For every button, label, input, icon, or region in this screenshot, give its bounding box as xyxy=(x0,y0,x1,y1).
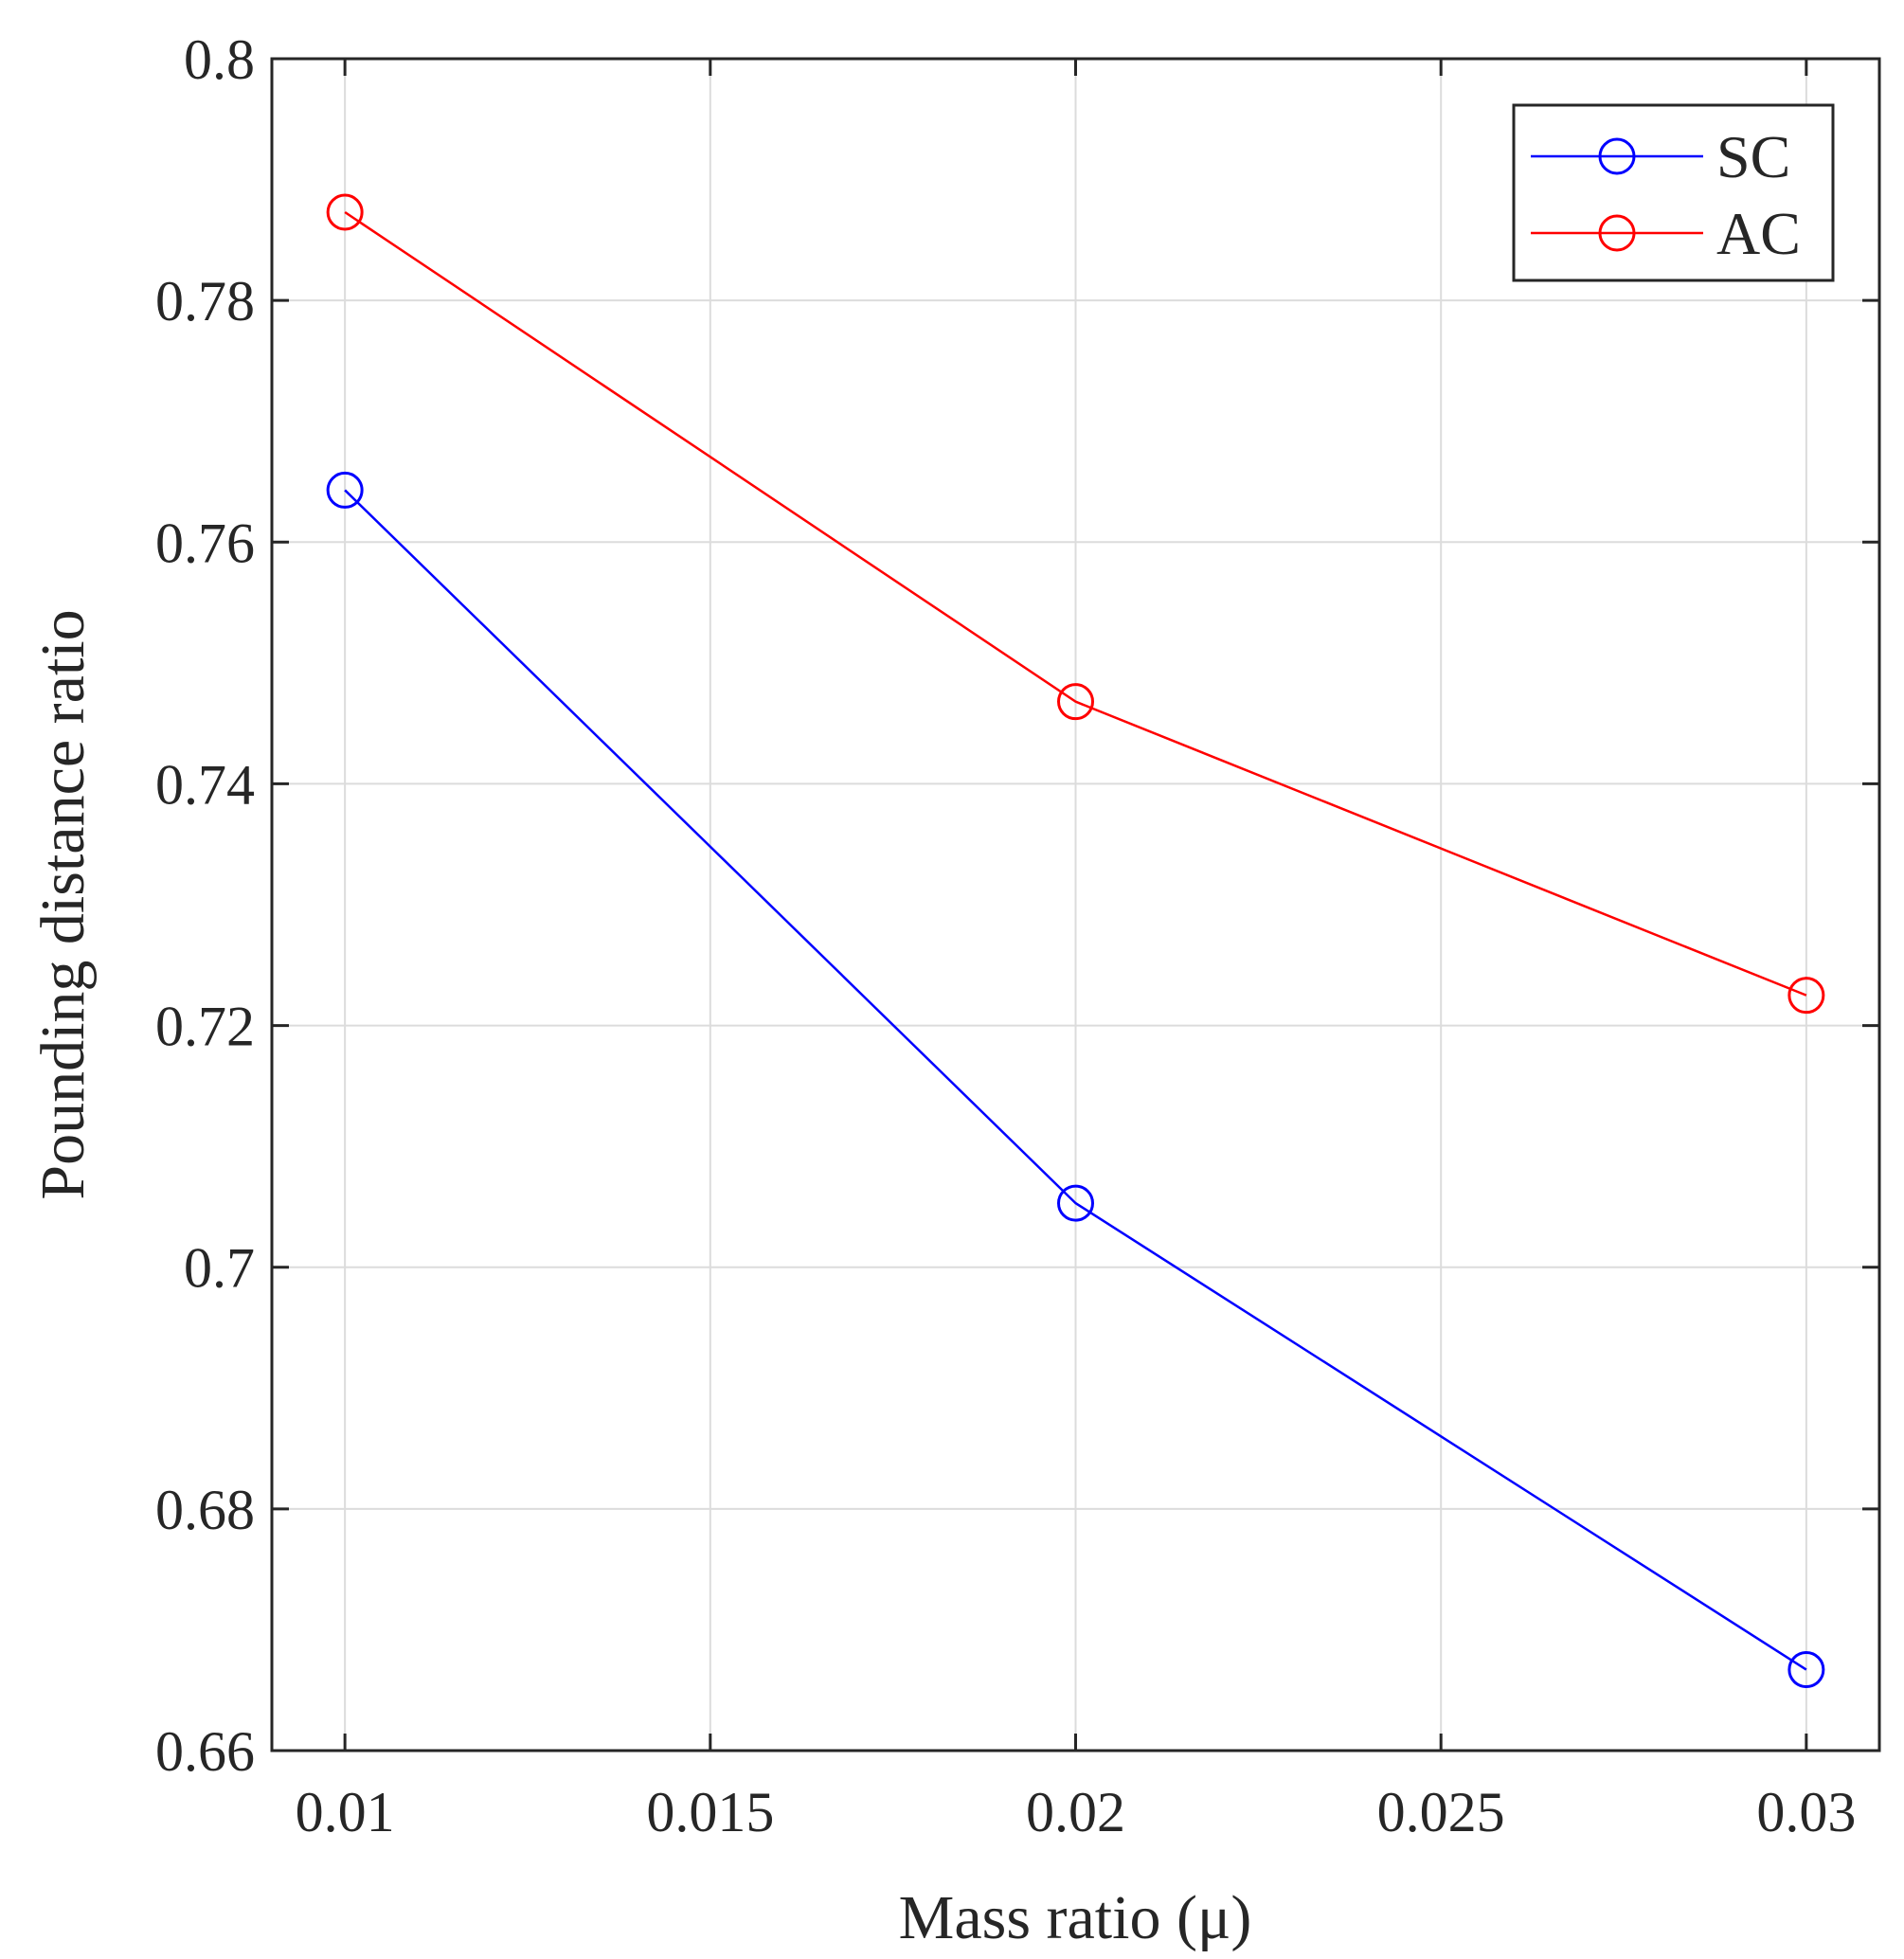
x-tick-label: 0.03 xyxy=(1756,1781,1856,1843)
series-layer xyxy=(326,193,1825,1689)
y-axis-label: Pounding distance ratio xyxy=(28,609,98,1199)
legend-marker-ac xyxy=(1598,214,1636,252)
x-tick-label: 0.01 xyxy=(296,1781,395,1843)
x-tick-label: 0.025 xyxy=(1377,1781,1505,1843)
data-point-sc xyxy=(326,471,364,509)
y-tick-label: 0.8 xyxy=(184,28,255,91)
grid xyxy=(272,58,1879,1752)
y-tick-label: 0.72 xyxy=(155,996,255,1058)
legend: SC AC xyxy=(1512,103,1835,282)
tick-labels: 0.01 0.015 0.02 0.025 0.03 0.66 0.68 0.7 0.72 0.7… xyxy=(155,28,1856,1843)
data-point-sc xyxy=(1057,1184,1094,1222)
x-tick-label: 0.02 xyxy=(1026,1781,1125,1843)
x-tick-label: 0.015 xyxy=(646,1781,774,1843)
y-tick-label: 0.78 xyxy=(155,270,255,332)
y-tick-label: 0.7 xyxy=(184,1237,255,1300)
y-tick-label: 0.74 xyxy=(155,753,255,816)
data-point-sc xyxy=(1787,1651,1825,1689)
legend-marker-sc xyxy=(1598,137,1636,175)
legend-box xyxy=(1512,103,1835,282)
legend-label-ac: AC xyxy=(1716,200,1801,267)
legend-label-sc: SC xyxy=(1716,123,1790,190)
y-tick-label: 0.66 xyxy=(155,1720,255,1783)
series-line-ac xyxy=(344,210,1807,997)
x-axis-label: Mass ratio (μ) xyxy=(899,1883,1252,1952)
data-point-ac xyxy=(1057,683,1094,721)
y-tick-label: 0.68 xyxy=(155,1479,255,1541)
data-point-ac xyxy=(1787,977,1825,1015)
ticks xyxy=(272,57,1879,1752)
series-line-sc xyxy=(344,489,1807,1671)
y-tick-label: 0.76 xyxy=(155,512,255,574)
data-point-ac xyxy=(326,193,364,231)
